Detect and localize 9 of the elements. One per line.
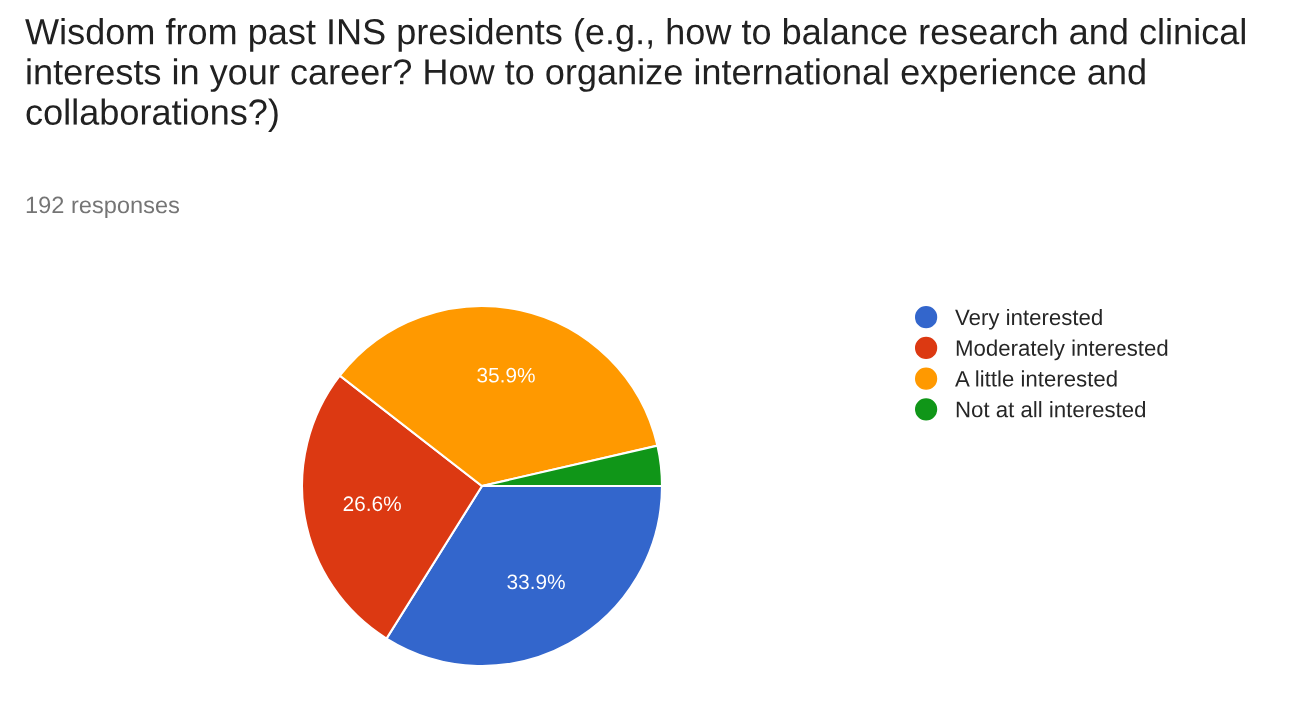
data-label: 33.9% xyxy=(507,574,565,590)
data-label: 26.6% xyxy=(343,496,401,512)
chart-title: Wisdom from past INS presidents (e.g., how to balance research and clinical interests in your career? How to organize international experience and collaborations?) xyxy=(25,18,1245,133)
data-label: 35.9% xyxy=(477,367,535,383)
legend-label: A little interested xyxy=(955,370,1117,387)
text: 192 responses xyxy=(26,196,180,218)
legend-label: Not at all interested xyxy=(956,401,1146,418)
legend-label: Moderately interested xyxy=(956,339,1168,361)
legend-label: Very interested xyxy=(955,308,1102,330)
